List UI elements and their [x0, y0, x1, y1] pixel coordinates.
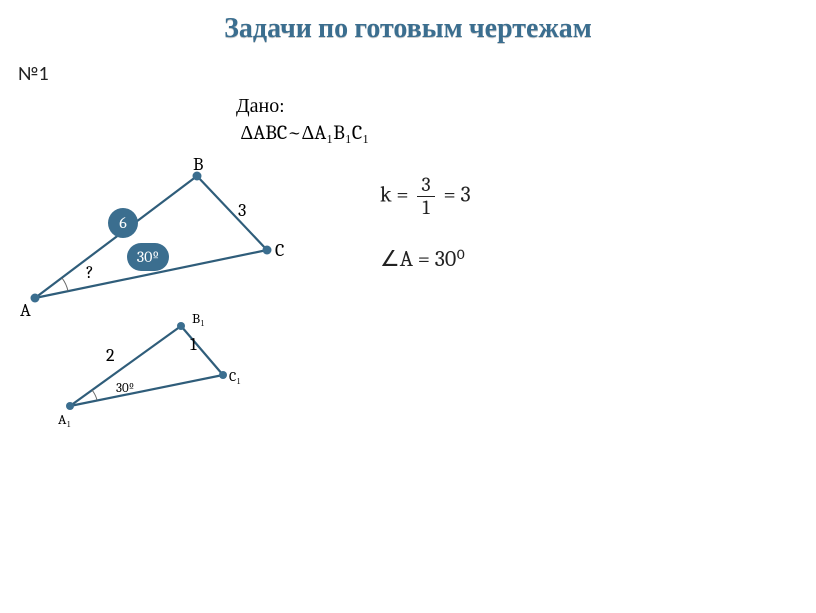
- k-right: = 3: [444, 182, 471, 208]
- bubble-angle-A: 30º: [127, 243, 169, 271]
- line-AB: [35, 176, 197, 298]
- label-A: A: [20, 300, 31, 321]
- given-relation: ΔABC~ΔA₁B₁C₁: [236, 119, 369, 146]
- label-side-A1B1: 2: [106, 345, 115, 366]
- arc-angle-A1: [92, 390, 97, 400]
- label-qmark: ?: [86, 262, 94, 283]
- frac-num: 3: [417, 175, 434, 197]
- point-A1: [66, 402, 74, 410]
- solution-block: k = 3 1 = 3 ∠A = 30⁰: [380, 175, 471, 272]
- label-B1: B₁: [192, 310, 205, 328]
- given-label: Дано:: [236, 92, 369, 119]
- label-angle-A1: 30º: [116, 381, 134, 396]
- line-BC: [197, 176, 267, 250]
- given-block: Дано: ΔABC~ΔA₁B₁C₁: [236, 92, 369, 146]
- diagram-svg: [0, 150, 360, 460]
- frac-den: 1: [417, 197, 434, 218]
- point-B1: [177, 322, 185, 330]
- angle-equation: ∠A = 30⁰: [380, 246, 471, 272]
- label-C: C: [275, 240, 284, 261]
- point-C1: [219, 371, 227, 379]
- page-title: Задачи по готовым чертежам: [0, 12, 816, 45]
- line-B1C1: [181, 326, 223, 375]
- point-A: [31, 294, 40, 303]
- label-side-B1C1: 1: [190, 334, 197, 355]
- given-relation-text: ΔABC~ΔA₁B₁C₁: [240, 121, 369, 144]
- label-C1: C₁: [229, 368, 241, 386]
- geometry-diagram: A B C 3 6 30º ? A₁ B₁ C₁ 2 1 30º: [0, 150, 360, 460]
- bubble-side-AB: 6: [108, 208, 138, 238]
- label-side-BC: 3: [238, 200, 246, 221]
- k-equation: k = 3 1 = 3: [380, 175, 471, 218]
- label-B: B: [193, 154, 203, 175]
- arc-angle-A: [62, 278, 68, 291]
- fraction: 3 1: [417, 175, 434, 218]
- problem-number: №1: [18, 62, 49, 86]
- point-C: [263, 246, 272, 255]
- label-A1: A₁: [58, 411, 71, 429]
- k-left: k =: [380, 182, 413, 208]
